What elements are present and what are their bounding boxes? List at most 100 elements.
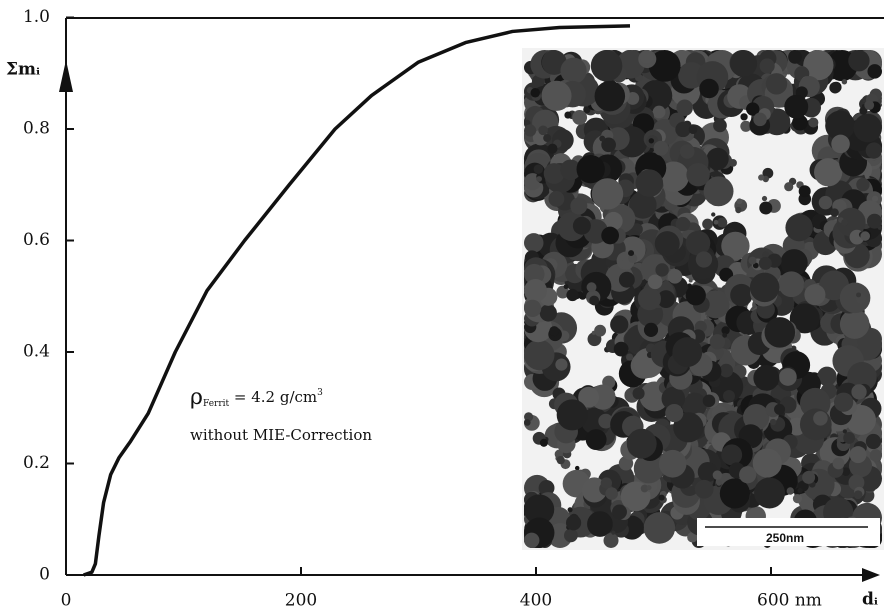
particle	[808, 117, 819, 128]
particle	[762, 251, 770, 259]
particle	[746, 102, 760, 116]
particle	[524, 124, 537, 137]
particle	[865, 433, 881, 450]
particle	[632, 387, 645, 400]
particle	[524, 279, 547, 303]
particle	[841, 79, 848, 85]
particle	[713, 118, 727, 133]
particle	[563, 284, 569, 290]
particle	[740, 113, 748, 121]
particle	[563, 528, 578, 543]
particle	[629, 191, 657, 219]
particle	[646, 485, 652, 491]
x-tick-label: 400	[520, 591, 552, 611]
particle	[549, 326, 560, 337]
particle	[601, 226, 619, 245]
particle	[839, 282, 871, 314]
particle	[712, 470, 723, 480]
particle	[719, 478, 750, 509]
x-axis-arrow	[862, 568, 880, 582]
particle	[541, 50, 567, 75]
particle	[613, 341, 629, 357]
particle	[713, 219, 719, 225]
particle	[753, 112, 767, 127]
particle	[539, 438, 548, 447]
particle	[749, 272, 780, 303]
particle	[603, 532, 619, 548]
particle	[688, 125, 698, 135]
particle	[865, 142, 882, 159]
particle	[847, 361, 877, 392]
particle	[618, 271, 635, 288]
particle	[583, 106, 591, 114]
particle	[648, 138, 655, 144]
particle	[610, 315, 629, 334]
x-tick-label: 600 nm	[757, 591, 822, 611]
particle	[869, 449, 883, 462]
particle	[576, 155, 605, 184]
particle	[601, 137, 616, 153]
particle	[648, 50, 681, 82]
particle	[600, 477, 613, 489]
particle	[709, 334, 726, 350]
particle	[721, 231, 750, 261]
particle	[640, 484, 649, 493]
particle	[860, 231, 871, 241]
particle	[524, 299, 542, 318]
particle	[853, 490, 863, 500]
particle	[849, 446, 867, 464]
particle	[798, 185, 811, 198]
particle	[856, 177, 870, 192]
annotation-line2: without MIE-Correction	[190, 426, 372, 444]
particle	[524, 412, 534, 422]
particle	[856, 292, 862, 298]
particle	[541, 80, 572, 111]
particle	[572, 110, 588, 125]
particle	[672, 337, 703, 368]
particle	[842, 429, 847, 434]
particle	[560, 159, 581, 181]
particle	[536, 176, 542, 182]
particle	[555, 358, 568, 371]
y-tick-label: 1.0	[23, 7, 50, 27]
particle	[675, 216, 691, 232]
particle	[784, 182, 794, 192]
particle	[729, 159, 737, 167]
particle	[567, 507, 573, 513]
y-axis-arrow	[59, 60, 73, 92]
particle	[778, 271, 805, 298]
particle	[866, 213, 882, 229]
particle	[864, 100, 875, 111]
y-tick-label: 0.4	[23, 342, 50, 362]
particle	[829, 81, 841, 94]
particle	[753, 364, 780, 391]
particle	[547, 143, 558, 154]
particle	[605, 487, 618, 500]
particle	[839, 309, 870, 339]
particle	[735, 206, 742, 214]
particle	[752, 448, 782, 478]
particle	[721, 326, 730, 335]
particle	[586, 282, 597, 293]
y-tick-label: 0.8	[23, 119, 50, 139]
particle	[830, 208, 839, 217]
particle	[717, 217, 728, 228]
particle	[769, 418, 777, 426]
particle	[730, 50, 758, 77]
particle	[652, 105, 666, 119]
particle	[626, 428, 657, 459]
y-tick-label: 0.6	[23, 230, 50, 250]
particle	[721, 444, 743, 466]
particle	[556, 399, 588, 431]
particle	[841, 219, 848, 226]
particle	[841, 467, 851, 476]
particle	[533, 164, 544, 174]
particle	[831, 134, 850, 154]
particle	[688, 278, 693, 283]
particle	[539, 304, 557, 322]
particle	[853, 113, 882, 143]
particle	[572, 216, 591, 235]
particle	[564, 111, 572, 119]
particle	[848, 474, 865, 491]
